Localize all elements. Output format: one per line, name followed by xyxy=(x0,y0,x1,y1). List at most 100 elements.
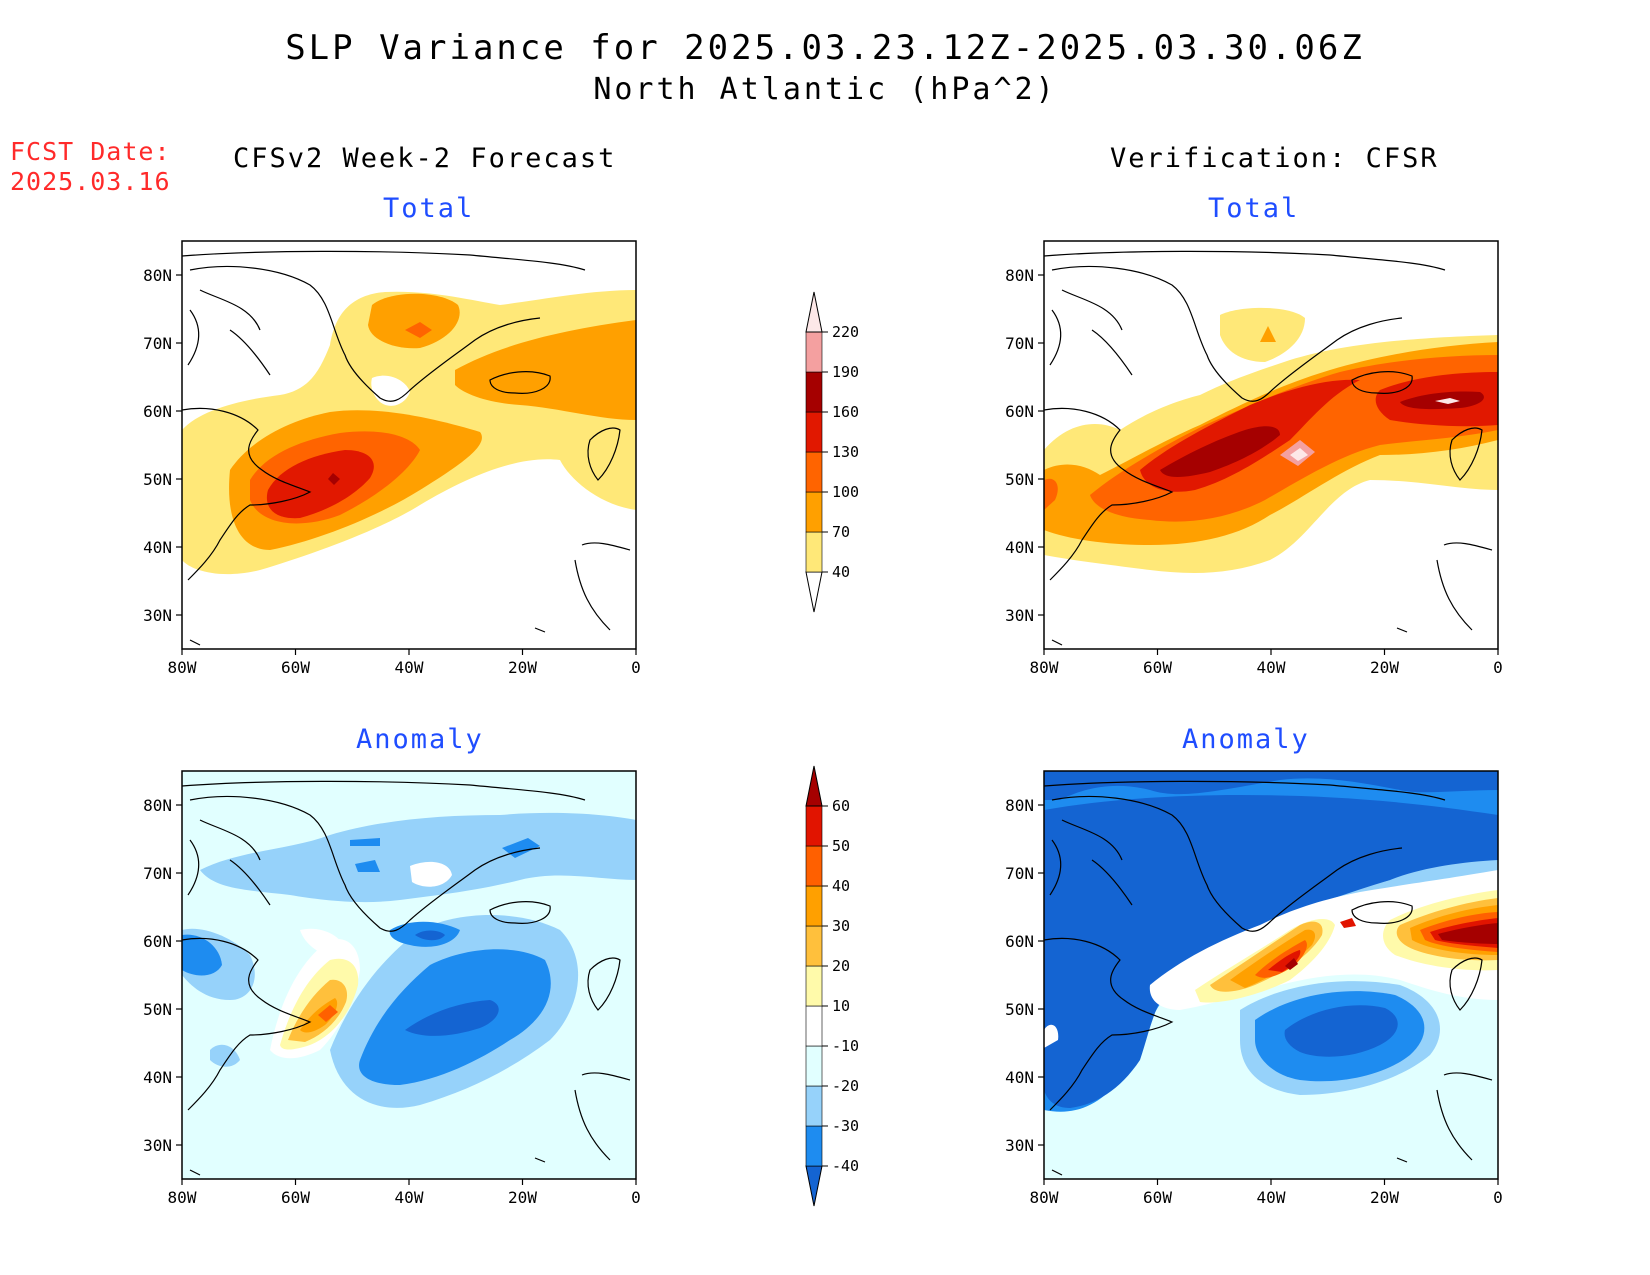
colorbar-label: -20 xyxy=(832,1077,859,1095)
field-40-greenland xyxy=(1220,307,1305,362)
field-minus40-south xyxy=(1284,1005,1398,1057)
colorbar-segment xyxy=(805,531,823,573)
lat-tick-label: 50N xyxy=(143,1000,172,1019)
lat-tick-label: 80N xyxy=(143,266,172,285)
field-plus60 xyxy=(1285,923,1498,970)
fcst-date-label: FCST Date: xyxy=(10,137,171,166)
lon-tick-label: 0 xyxy=(1493,658,1503,677)
lon-tick-label: 40W xyxy=(1257,1188,1286,1207)
forecast-column-title: CFSv2 Week-2 Forecast xyxy=(233,143,617,174)
lat-tick-label: 40N xyxy=(143,1068,172,1087)
colorbar-segment xyxy=(805,411,823,453)
lat-tick-label: 60N xyxy=(143,402,172,421)
colorbar-label: 160 xyxy=(832,403,859,421)
anomaly-colorbar: -40 -30 -20 -10 10 20 30 40 50 60 xyxy=(805,765,859,1207)
coastlines xyxy=(1044,250,1493,646)
colorbar-label: 70 xyxy=(832,523,850,541)
colorbar-end-high xyxy=(805,291,823,333)
field-70-east xyxy=(455,320,636,420)
colorbar-label: 190 xyxy=(832,363,859,381)
colorbar-label: 40 xyxy=(832,563,850,581)
forecast-total-map xyxy=(182,241,636,649)
field-70-north xyxy=(368,293,460,349)
lat-tick-label: 30N xyxy=(1005,606,1034,625)
lat-tick-label: 40N xyxy=(1005,538,1034,557)
colorbar-end-low xyxy=(805,1165,823,1207)
lat-tick-label: 70N xyxy=(143,334,172,353)
lat-tick-label: 70N xyxy=(1005,864,1034,883)
lon-tick-label: 20W xyxy=(1370,658,1399,677)
colorbar-segment xyxy=(805,371,823,413)
lat-tick-label: 80N xyxy=(143,796,172,815)
field-minus40 xyxy=(1044,771,1498,1108)
colorbar-label: 50 xyxy=(832,837,850,855)
coastlines xyxy=(182,780,631,1176)
lat-tick-label: 40N xyxy=(1005,1068,1034,1087)
colorbar-segment xyxy=(805,925,823,967)
colorbar-segment xyxy=(805,1005,823,1047)
fcst-date-value: 2025.03.16 xyxy=(10,167,171,196)
lat-tick-label: 50N xyxy=(1005,470,1034,489)
field-plus50 xyxy=(1268,918,1498,972)
colorbar-segment xyxy=(805,491,823,533)
colorbar-label: 20 xyxy=(832,957,850,975)
field-minus20-coast xyxy=(210,1044,240,1067)
colorbar-label: -30 xyxy=(832,1117,859,1135)
coastlines xyxy=(1044,780,1493,1176)
verification-column-title: Verification: CFSR xyxy=(1110,143,1439,174)
field-plus30 xyxy=(1230,905,1498,988)
colorbar-segment xyxy=(805,331,823,373)
colorbar-end-low xyxy=(805,571,823,613)
lat-tick-label: 30N xyxy=(143,1136,172,1155)
lon-tick-label: 40W xyxy=(1257,658,1286,677)
field-minus30-north xyxy=(350,838,540,947)
colorbars: 40 70 100 130 160 190 220 -40 -30 -20 -10 10 20 30 40 5… xyxy=(805,291,859,1207)
field-160 xyxy=(1160,391,1484,477)
verify-anomaly-label: Anomaly xyxy=(1182,724,1310,755)
lon-tick-label: 20W xyxy=(1370,1188,1399,1207)
verify-anomaly-map xyxy=(1044,771,1498,1179)
lon-tick-label: 60W xyxy=(1143,1188,1172,1207)
coastlines xyxy=(182,250,631,646)
lon-tick-label: 20W xyxy=(508,1188,537,1207)
lon-tick-label: 40W xyxy=(395,658,424,677)
colorbar-segment xyxy=(805,1085,823,1127)
colorbar-label: 130 xyxy=(832,443,859,461)
main-subtitle: North Atlantic (hPa^2) xyxy=(593,72,1057,107)
lon-tick-label: 20W xyxy=(508,658,537,677)
lon-tick-label: 40W xyxy=(395,1188,424,1207)
lon-tick-label: 60W xyxy=(281,1188,310,1207)
total-colorbar: 40 70 100 130 160 190 220 xyxy=(805,291,859,613)
lat-tick-label: 80N xyxy=(1005,796,1034,815)
lat-tick-label: 50N xyxy=(1005,1000,1034,1019)
colorbar-label: 220 xyxy=(832,323,859,341)
colorbar-label: 30 xyxy=(832,917,850,935)
colorbar-segment xyxy=(805,965,823,1007)
colorbar-end-high xyxy=(805,765,823,807)
colorbar-label: 100 xyxy=(832,483,859,501)
colorbar-segment xyxy=(805,451,823,493)
field-160 xyxy=(328,473,340,485)
lat-tick-label: 30N xyxy=(1005,1136,1034,1155)
lat-tick-label: 60N xyxy=(143,932,172,951)
lon-tick-label: 80W xyxy=(168,1188,197,1207)
field-plus40 xyxy=(318,1005,338,1022)
lat-tick-label: 40N xyxy=(143,538,172,557)
field-minus30-west xyxy=(182,934,222,976)
colorbar-segment xyxy=(805,1125,823,1167)
forecast-anomaly-map xyxy=(182,771,636,1179)
fcst-date-block: FCST Date: 2025.03.16 xyxy=(10,137,171,197)
lat-tick-label: 60N xyxy=(1005,932,1034,951)
lon-tick-label: 0 xyxy=(631,1188,641,1207)
colorbar-label: 60 xyxy=(832,797,850,815)
lon-tick-label: 60W xyxy=(1143,658,1172,677)
field-130 xyxy=(266,450,374,519)
forecast-anomaly-label: Anomaly xyxy=(356,724,484,755)
main-title: SLP Variance for 2025.03.23.12Z-2025.03.… xyxy=(285,28,1365,68)
lon-tick-label: 80W xyxy=(1030,658,1059,677)
lat-tick-label: 30N xyxy=(143,606,172,625)
colorbar-segment xyxy=(805,885,823,927)
lat-tick-label: 70N xyxy=(1005,334,1034,353)
verify-total-label: Total xyxy=(1208,193,1300,224)
